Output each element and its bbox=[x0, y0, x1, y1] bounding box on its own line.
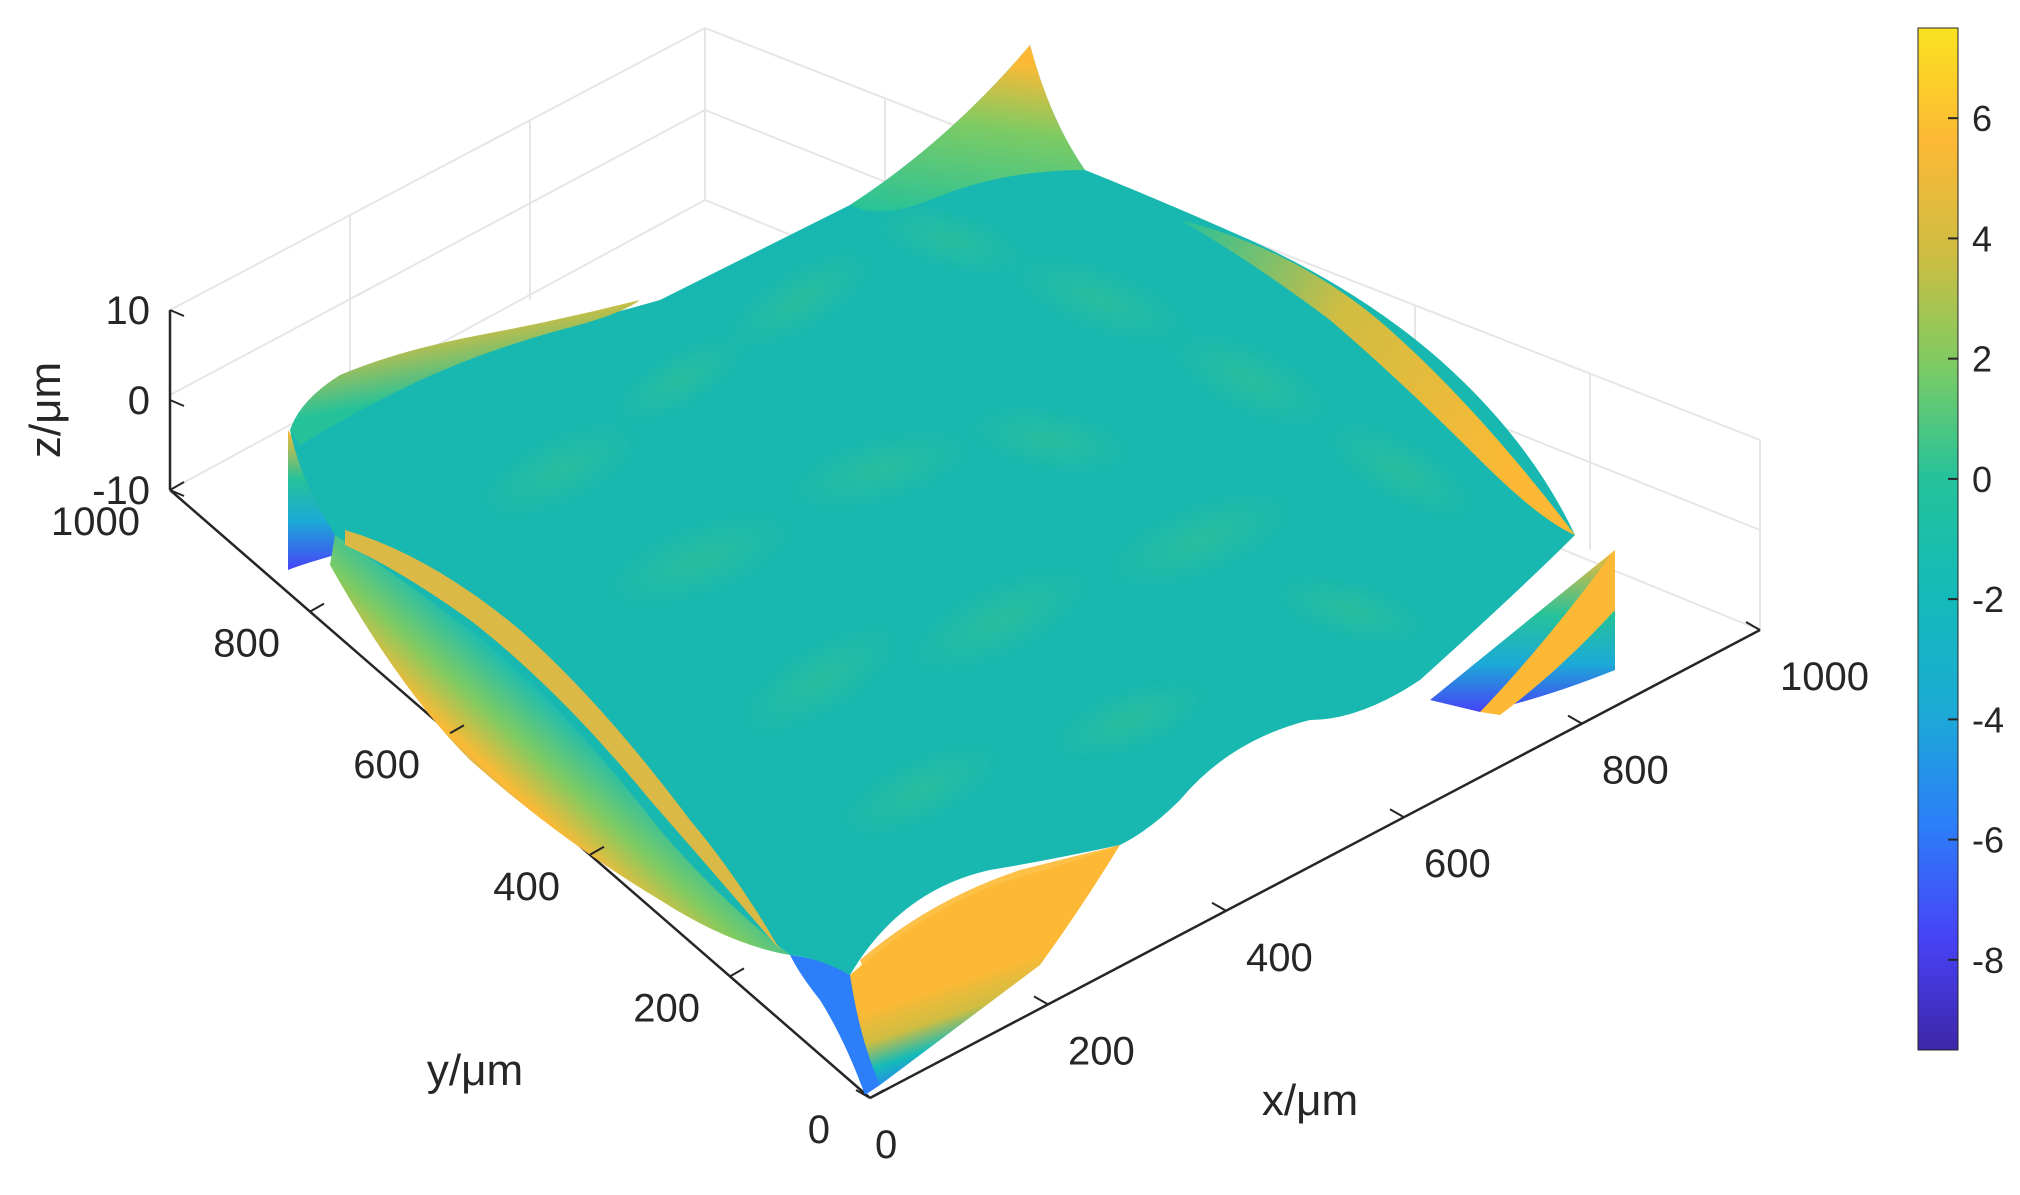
x-tick-label: 400 bbox=[1246, 936, 1313, 980]
x-axis-ticks: 0 200 400 600 800 1000 bbox=[855, 621, 1869, 1167]
y-tick-label: 800 bbox=[213, 622, 280, 666]
x-tick-mark bbox=[1745, 621, 1761, 631]
y-tick-label: 400 bbox=[493, 865, 560, 909]
y-tick-mark bbox=[869, 1089, 885, 1099]
z-axis-label: z/μm bbox=[21, 362, 70, 458]
surface-top-peak bbox=[850, 45, 1085, 212]
surface-front-right-ridge bbox=[860, 845, 1120, 985]
y-tick-mark bbox=[729, 967, 745, 978]
y-tick-mark bbox=[169, 481, 185, 491]
y-tick-label: 0 bbox=[808, 1108, 830, 1152]
colorbar-tick-label: 4 bbox=[1972, 218, 1992, 259]
x-tick-label: 1000 bbox=[1780, 655, 1869, 699]
z-tick-mark bbox=[169, 489, 185, 497]
z-tick-label: -10 bbox=[92, 469, 150, 513]
y-tick-label: 1000 bbox=[51, 500, 140, 544]
colorbar-tick-label: 2 bbox=[1972, 339, 1992, 380]
x-tick-mark bbox=[1033, 995, 1049, 1006]
surface-front-left-wall bbox=[330, 535, 790, 955]
z-tick-label: 0 bbox=[128, 379, 150, 423]
x-tick-label: 800 bbox=[1602, 749, 1669, 793]
x-tick-mark bbox=[1567, 714, 1583, 725]
x-axis-line bbox=[869, 628, 1761, 1100]
y-axis-label: y/μm bbox=[427, 1046, 523, 1095]
x-tick-mark bbox=[1389, 808, 1405, 819]
x-tick-label: 0 bbox=[875, 1123, 897, 1167]
surface-back-left-rim bbox=[290, 300, 640, 445]
surface-ripples bbox=[472, 202, 1480, 842]
x-tick-label: 600 bbox=[1424, 842, 1491, 886]
x-axis-label: x/μm bbox=[1262, 1076, 1358, 1125]
surface-front-right-wall bbox=[850, 845, 1120, 1085]
y-tick-mark bbox=[449, 724, 465, 735]
colorbar-tick-label: 6 bbox=[1972, 98, 1992, 139]
colorbar-tick-label: -4 bbox=[1972, 699, 2004, 740]
y-axis-ticks: 0 200 400 600 800 1000 bbox=[51, 481, 885, 1152]
z-axis-ticks: 10 0 -10 bbox=[92, 289, 185, 513]
colorbar-ticks: 6 4 2 0 -2 -4 -6 -8 bbox=[1948, 98, 2004, 981]
x-tick-label: 200 bbox=[1068, 1029, 1135, 1073]
colorbar-tick-label: 0 bbox=[1972, 459, 1992, 500]
z-tick-label: 10 bbox=[106, 289, 151, 333]
surface-right-wall bbox=[1430, 550, 1615, 712]
y-tick-label: 200 bbox=[633, 986, 700, 1030]
surface-back-right-rim bbox=[1180, 220, 1575, 535]
z-tick-mark bbox=[169, 399, 185, 407]
colorbar: 6 4 2 0 -2 -4 -6 -8 bbox=[1917, 27, 2004, 1051]
colorbar-tick-label: -8 bbox=[1972, 940, 2004, 981]
surface-right-corner-rim bbox=[1480, 550, 1615, 715]
surface-bottom-corner bbox=[790, 955, 880, 1095]
surface bbox=[288, 45, 1615, 1095]
x-tick-mark bbox=[1211, 901, 1227, 912]
z-tick-mark bbox=[169, 309, 185, 317]
y-tick-label: 600 bbox=[353, 743, 420, 787]
colorbar-gradient bbox=[1917, 27, 1959, 1051]
y-tick-mark bbox=[309, 602, 325, 613]
x-tick-mark bbox=[855, 1089, 871, 1099]
y-tick-mark bbox=[589, 845, 605, 856]
colorbar-tick-label: -2 bbox=[1972, 579, 2004, 620]
colorbar-tick-label: -6 bbox=[1972, 820, 2004, 861]
